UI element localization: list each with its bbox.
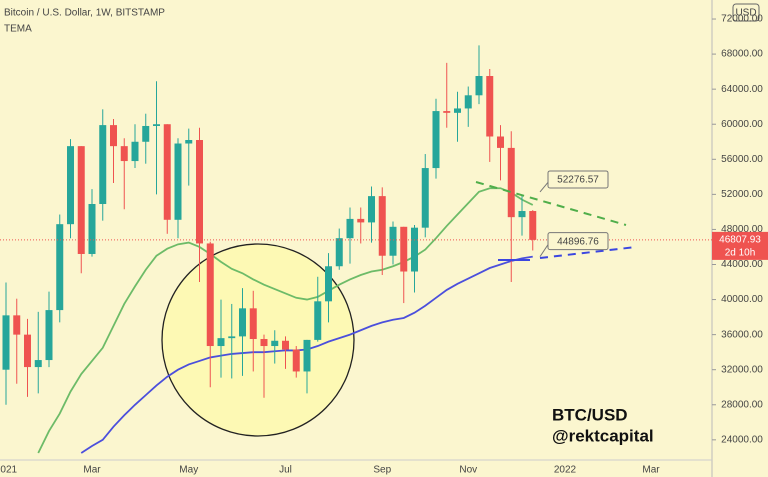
candle-body [507,147,515,218]
candle-body [486,76,494,137]
candle-body [239,308,246,337]
x-tick-label: Jul [279,465,292,476]
candle-body [389,226,397,256]
candle-body [454,108,461,113]
trendline [539,246,637,259]
candle-body [67,146,74,225]
candle-body [249,308,257,340]
x-tick-label: May [179,465,198,476]
candle-body [77,146,85,254]
chart-title: Bitcoin / U.S. Dollar, 1W, BITSTAMP [4,8,165,19]
callout-box [547,232,609,251]
trendline [475,181,627,226]
candle-body [24,334,31,368]
candle-body [292,349,300,372]
candle-body [271,340,279,347]
callout-label: 52276.57 [557,175,599,186]
x-tick-label: Mar [83,465,101,476]
candle-body [357,218,365,223]
candle-body [196,140,203,244]
x-tick-label: Nov [459,465,477,476]
last-price-label: 46807.93 [719,235,761,246]
watermark: @rektcapital [552,426,654,445]
candle-body [368,196,375,223]
x-tick-label: 2022 [554,465,577,476]
y-tick-label: 72000.00 [721,14,763,25]
indicator-line [37,187,534,454]
candle-body [400,226,408,272]
candle-body [421,168,429,228]
y-tick-label: 28000.00 [721,399,763,410]
candle-body [206,243,214,347]
watermark: BTC/USD [552,405,628,424]
candle-body [228,336,236,339]
candle-body [163,124,171,220]
y-tick-label: 44000.00 [721,259,763,270]
y-tick-label: 60000.00 [721,119,763,130]
candle-body [174,143,182,220]
candle-body [88,204,96,254]
y-tick-label: 32000.00 [721,364,763,375]
candle-body [518,211,526,218]
x-tick-label: Mar [642,465,660,476]
y-tick-label: 24000.00 [721,434,763,445]
candle-body [217,338,225,347]
y-tick-label: 64000.00 [721,84,763,95]
y-tick-label: 40000.00 [721,294,763,305]
candle-body [13,315,21,335]
candle-body [260,339,268,347]
candle-body [411,227,418,272]
currency-box[interactable] [732,3,760,22]
candle-body [529,211,537,240]
candle-body [464,95,472,109]
candle-body [325,266,332,302]
candle-body [45,310,53,361]
callout-label: 44896.76 [557,236,599,247]
candle-body [56,224,64,311]
candle-body [314,301,322,340]
y-tick-label: 56000.00 [721,154,763,165]
candle-body [346,218,354,239]
candle-body [282,340,289,350]
y-tick-label: 36000.00 [721,329,763,340]
candle-body [185,140,193,144]
currency: USD [735,8,756,19]
candle-body [378,196,386,256]
candle-body [34,360,42,368]
y-tick-label: 52000.00 [721,189,763,200]
candle-body [99,125,107,205]
callout-box [547,170,609,189]
candle-body [443,111,451,113]
candle-body [335,238,343,267]
x-tick-label: Sep [373,465,391,476]
candle-body [303,339,311,372]
indicator-name: TEMA [4,24,32,35]
candle-body [153,124,160,126]
candle-body [497,136,504,148]
candle-body [120,146,128,162]
candle-body [432,111,440,169]
candle-body [142,125,150,142]
y-tick-label: 48000.00 [721,224,763,235]
candle-body [131,141,139,162]
candle-body [110,125,117,147]
last-price-box [712,231,768,260]
x-tick-label: 2021 [0,465,18,476]
candle-body [475,76,483,96]
y-tick-label: 68000.00 [721,49,763,60]
plot [2,45,537,454]
candle-body [2,315,10,370]
countdown: 2d 10h [725,248,756,259]
